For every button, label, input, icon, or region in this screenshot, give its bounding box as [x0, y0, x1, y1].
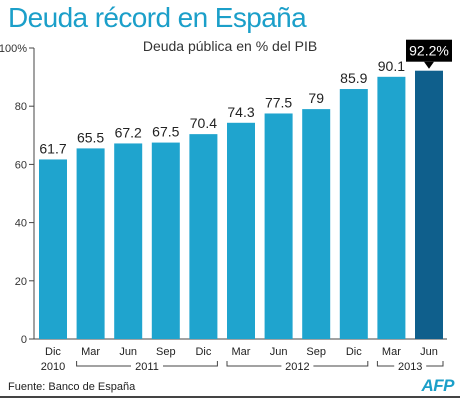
bar	[264, 113, 293, 339]
value-label: 79	[308, 90, 324, 106]
value-label: 77.5	[265, 94, 292, 110]
year-bracket	[426, 361, 444, 367]
value-label: 74.3	[227, 104, 254, 120]
x-category-label: Jun	[119, 346, 137, 358]
bar	[76, 148, 105, 339]
y-tick-label: 0	[21, 334, 27, 346]
year-bracket	[226, 361, 282, 367]
x-category-label: Mar	[232, 346, 251, 358]
afp-logo: AFP	[421, 376, 455, 395]
value-label: 67.2	[115, 124, 142, 140]
bar-highlighted	[415, 70, 443, 339]
x-category-label: Dic	[346, 346, 362, 358]
value-label: 61.7	[39, 140, 66, 156]
value-label: 70.4	[190, 115, 217, 131]
bar	[39, 159, 67, 339]
x-category-label: Mar	[382, 346, 401, 358]
x-category-label: Dic	[45, 346, 61, 358]
chart-title: Deuda récord en España	[8, 2, 307, 33]
y-tick-label: 40	[15, 218, 27, 230]
bar-chart: 0 20 40 60 80 100% 61.7 Dic 65.5 Mar 67.2 Jun 67.5 Se…	[0, 39, 452, 373]
value-label: 85.9	[340, 70, 367, 86]
year-label: 2011	[135, 361, 159, 373]
y-tick-label: 20	[15, 276, 27, 288]
x-category-label: Mar	[81, 346, 100, 358]
year-bracket	[163, 361, 218, 367]
value-label: 90.1	[378, 58, 405, 74]
year-label: 2012	[285, 361, 309, 373]
value-label: 65.5	[77, 129, 104, 145]
value-label-highlighted: 92.2%	[409, 43, 449, 59]
x-category-label: Jun	[420, 346, 438, 358]
source-note: Fuente: Banco de España	[8, 381, 136, 393]
year-bracket	[313, 361, 369, 367]
value-callout-box	[406, 39, 452, 62]
year-label: 2013	[398, 361, 422, 373]
value-callout-pointer	[424, 61, 434, 69]
bar	[227, 122, 255, 339]
bar	[377, 76, 406, 340]
x-category-label: Jun	[270, 346, 288, 358]
year-label: 2010	[41, 361, 65, 373]
year-bracket	[376, 361, 395, 367]
bar	[114, 143, 143, 339]
bar	[339, 89, 368, 339]
x-category-label: Sep	[156, 346, 176, 358]
chart-subtitle: Deuda pública en % del PIB	[142, 38, 318, 54]
bar	[189, 134, 218, 339]
bar	[302, 109, 331, 339]
x-category-label: Sep	[306, 346, 326, 358]
value-label: 67.5	[152, 124, 179, 140]
y-tick-label: 100%	[0, 43, 27, 55]
year-bracket	[76, 361, 131, 367]
bar	[151, 142, 180, 339]
y-tick-label: 80	[15, 101, 27, 113]
bottom-rule	[0, 396, 460, 398]
y-tick-label: 60	[15, 159, 27, 171]
x-category-label: Dic	[195, 346, 211, 358]
